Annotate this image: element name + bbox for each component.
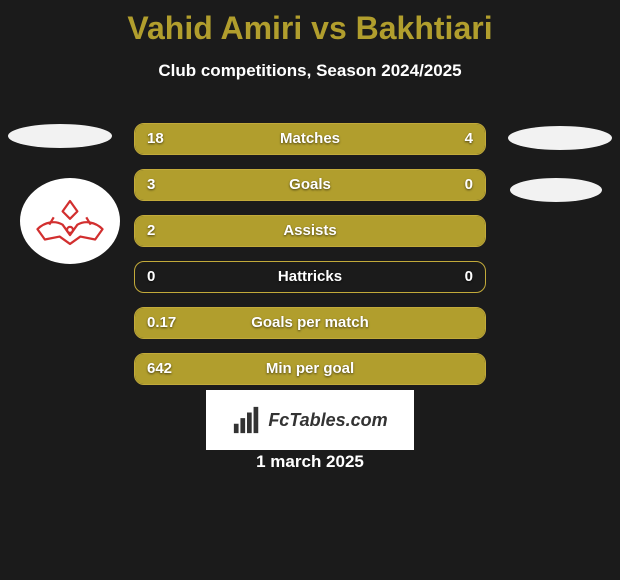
stat-row-assists: 2Assists: [134, 215, 486, 247]
stat-label: Goals: [135, 170, 485, 200]
stat-label: Min per goal: [135, 354, 485, 384]
stat-row-hattricks: 00Hattricks: [134, 261, 486, 293]
right-team-badge-2: [510, 178, 602, 202]
bars-icon: [232, 405, 262, 435]
stat-row-goals-per-match: 0.17Goals per match: [134, 307, 486, 339]
stat-label: Hattricks: [135, 262, 485, 292]
stat-row-goals: 30Goals: [134, 169, 486, 201]
stat-label: Matches: [135, 124, 485, 154]
snapshot-date: 1 march 2025: [0, 452, 620, 472]
stat-label: Goals per match: [135, 308, 485, 338]
source-logo: FcTables.com: [206, 390, 414, 450]
crest-icon: [33, 192, 107, 250]
source-logo-text: FcTables.com: [268, 410, 387, 431]
page-subtitle: Club competitions, Season 2024/2025: [0, 61, 620, 81]
left-team-crest: [20, 178, 120, 264]
left-team-badge: [8, 124, 112, 148]
stat-row-matches: 184Matches: [134, 123, 486, 155]
page-title: Vahid Amiri vs Bakhtiari: [0, 0, 620, 47]
stat-row-min-per-goal: 642Min per goal: [134, 353, 486, 385]
stats-rows: 184Matches 30Goals 2Assists 00Hattricks 0.17…: [134, 123, 486, 399]
right-team-badge-1: [508, 126, 612, 150]
stat-label: Assists: [135, 216, 485, 246]
